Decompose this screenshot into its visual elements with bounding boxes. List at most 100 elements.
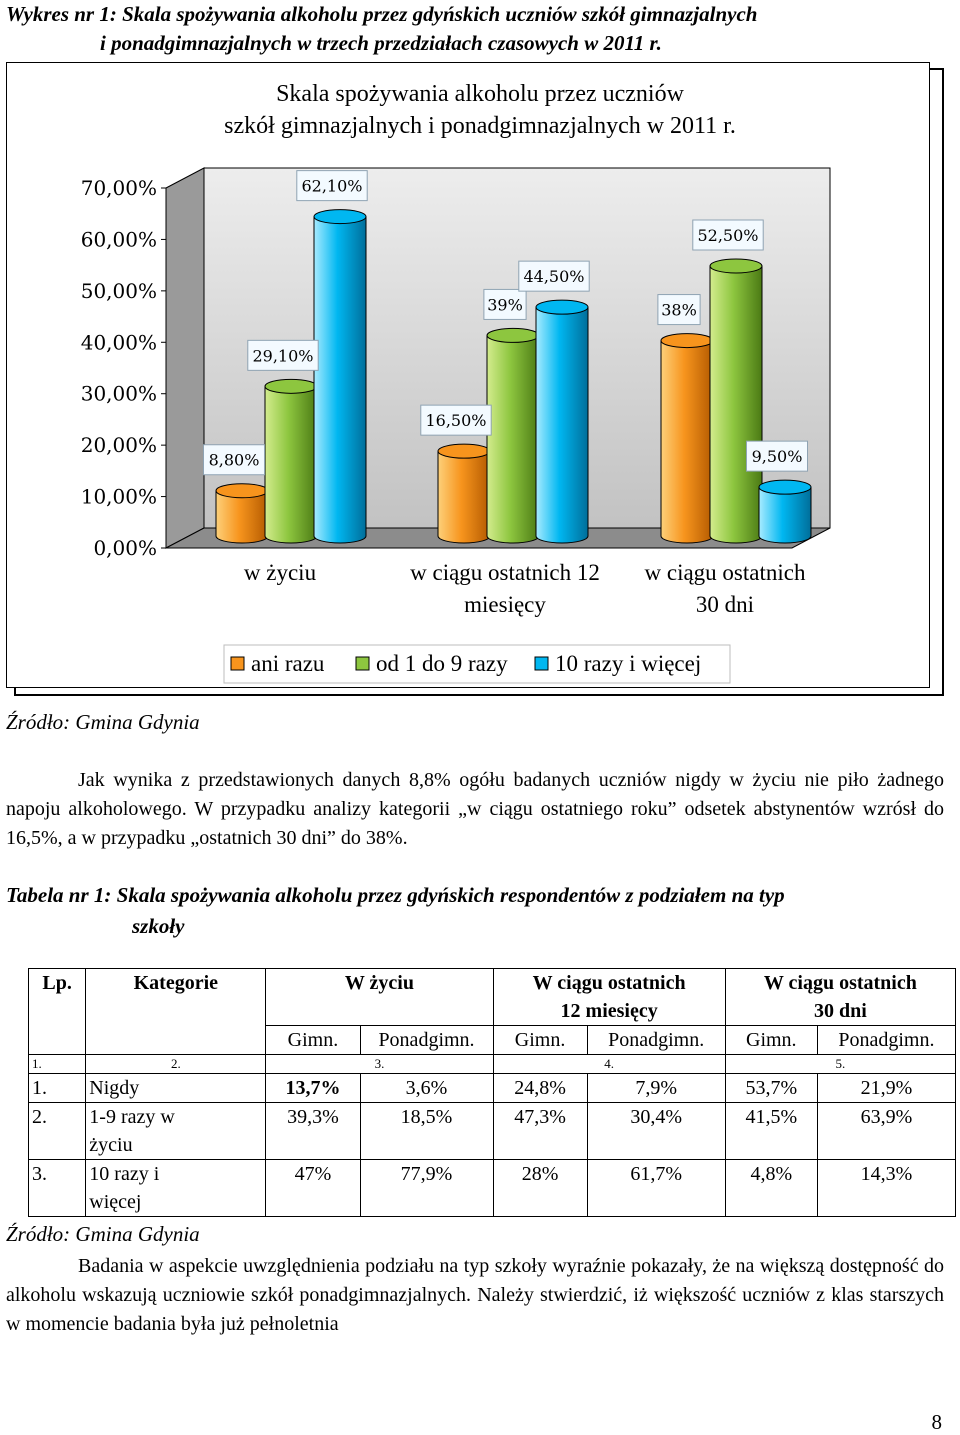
table-row: 3. 10 razy i więcej 47% 77,9% 28% 61,7% … — [27, 1159, 957, 1217]
cell-value: 28% — [492, 1159, 588, 1217]
header-lp: Lp. — [27, 968, 87, 1055]
bar-base — [759, 529, 811, 543]
bar — [216, 490, 268, 536]
bar — [265, 386, 317, 536]
cell-value: 30,4% — [586, 1102, 726, 1160]
cell-value: 14,3% — [816, 1159, 957, 1217]
figure-caption: Wykres nr 1: Skala spożywania alkoholu p… — [6, 0, 951, 58]
legend-box — [223, 644, 731, 684]
chart-source: Źródło: Gmina Gdynia — [6, 710, 200, 734]
y-tick-label: 50,00% — [81, 279, 157, 303]
col-number: 4. — [492, 1054, 726, 1074]
y-tick-label: 60,00% — [81, 227, 157, 251]
page-number: 8 — [931, 1410, 943, 1434]
row-kategoria-line1: 10 razy i — [89, 1163, 160, 1185]
bar-top — [486, 327, 540, 343]
y-tick-label: 70,00% — [81, 176, 157, 200]
y-tick-label: 40,00% — [81, 330, 157, 354]
sub-gimn: Gimn. — [265, 1025, 361, 1055]
category-label: 30 dni — [696, 592, 754, 617]
figure-caption-line2: i ponadgimnazjalnych w trzech przedziała… — [100, 31, 662, 55]
legend: ani razu od 1 do 9 razy 10 razy i więcej — [223, 644, 731, 684]
legend-swatch — [230, 656, 245, 671]
row-lp: 2. — [27, 1102, 87, 1160]
header-12-line1: W ciągu ostatnich — [532, 972, 686, 994]
row-kategoria: 1-9 razy w życiu — [85, 1102, 267, 1160]
bar-top — [215, 483, 269, 499]
legend-label: od 1 do 9 razy — [376, 651, 508, 676]
bar-top — [660, 333, 714, 349]
bar-base — [314, 529, 366, 543]
cell-value: 41,5% — [724, 1102, 818, 1160]
table-number-row: 1. 2. 3. 4. 5. — [27, 1054, 957, 1074]
data-label: 16,50% — [425, 411, 486, 430]
y-tick-label: 10,00% — [81, 485, 157, 509]
bar-base-edge — [758, 535, 812, 544]
table-source: Źródło: Gmina Gdynia — [6, 1222, 200, 1246]
bar-base — [487, 529, 539, 543]
data-label: 44,50% — [523, 267, 584, 286]
table-caption: Tabela nr 1: Skala spożywania alkoholu p… — [6, 880, 951, 942]
bar — [536, 307, 588, 536]
table-caption-line2: szkoły — [132, 914, 185, 938]
bar-base — [710, 529, 762, 543]
bar — [759, 487, 811, 536]
data-label-box — [420, 404, 492, 436]
bar-base-edge — [709, 535, 763, 544]
legend-swatch — [534, 656, 549, 671]
header-12-line2: 12 miesięcy — [560, 1000, 658, 1022]
bar-base-edge — [264, 535, 318, 544]
row-kategoria-line2: więcej — [89, 1191, 142, 1213]
figure-caption-line1: Wykres nr 1: Skala spożywania alkoholu p… — [6, 2, 758, 26]
paragraph-2: Badania w aspekcie uwzględnienia podział… — [6, 1255, 944, 1335]
row-kategoria: 10 razy i więcej — [85, 1159, 267, 1217]
data-label-box — [692, 219, 764, 251]
bar-base-edge — [486, 535, 540, 544]
cell-value: 39,3% — [265, 1102, 361, 1160]
side-wall — [165, 167, 205, 549]
y-tick-label: 30,00% — [81, 382, 157, 406]
cell-value: 21,9% — [816, 1073, 957, 1103]
bar — [661, 340, 713, 536]
sub-gimn: Gimn. — [492, 1025, 588, 1055]
cell-value: 63,9% — [816, 1102, 957, 1160]
cell-value: 24,8% — [492, 1073, 588, 1103]
chart-title-line2: szkół gimnazjalnych i ponadgimnazjalnych… — [224, 113, 736, 139]
bar-base — [438, 529, 490, 543]
bar-base-edge — [437, 535, 491, 544]
data-label-box — [296, 170, 368, 202]
category-label: w życiu — [244, 560, 317, 585]
bar — [314, 216, 366, 536]
data-label: 8,80% — [209, 451, 260, 470]
cell-value: 4,8% — [724, 1159, 818, 1217]
header-w-zyciu: W życiu — [265, 968, 494, 1026]
sub-ponadgimn: Ponadgimn. — [359, 1025, 494, 1055]
chart-title: Skala spożywania alkoholu przez uczniów … — [0, 78, 960, 142]
category-label: w ciągu ostatnich — [645, 560, 806, 585]
cell-value: 3,6% — [359, 1073, 494, 1103]
bar-base-edge — [215, 535, 269, 544]
table-subheader-row: Gimn. Ponadgimn. Gimn. Ponadgimn. Gimn. … — [29, 1025, 957, 1055]
bars — [215, 209, 812, 544]
header-30-dni: W ciągu ostatnich 30 dni — [724, 968, 957, 1026]
chart-title-line1: Skala spożywania alkoholu przez uczniów — [276, 81, 684, 107]
data-label: 29,10% — [252, 346, 313, 365]
header-30-line2: 30 dni — [813, 1000, 867, 1022]
data-label: 39% — [487, 295, 523, 314]
table-row: 1. Nigdy 13,7% 3,6% 24,8% 7,9% 53,7% 21,… — [27, 1073, 957, 1103]
paragraph-1: Jak wynika z przedstawionych danych 8,8%… — [6, 769, 944, 849]
header-30-line1: W ciągu ostatnich — [763, 972, 917, 994]
bar-base-edge — [535, 535, 589, 544]
cell-value: 7,9% — [586, 1073, 726, 1103]
col-number: 3. — [265, 1054, 494, 1074]
legend-swatch — [355, 656, 370, 671]
data-label: 62,10% — [301, 177, 362, 196]
y-tick-label: 0,00% — [93, 536, 157, 560]
cell-value: 61,7% — [586, 1159, 726, 1217]
bar-base — [536, 529, 588, 543]
table-caption-line1: Tabela nr 1: Skala spożywania alkoholu p… — [6, 883, 785, 907]
bar-base — [661, 529, 713, 543]
data-label-box — [203, 444, 265, 476]
bar-base — [216, 529, 268, 543]
row-lp: 1. — [27, 1073, 87, 1103]
